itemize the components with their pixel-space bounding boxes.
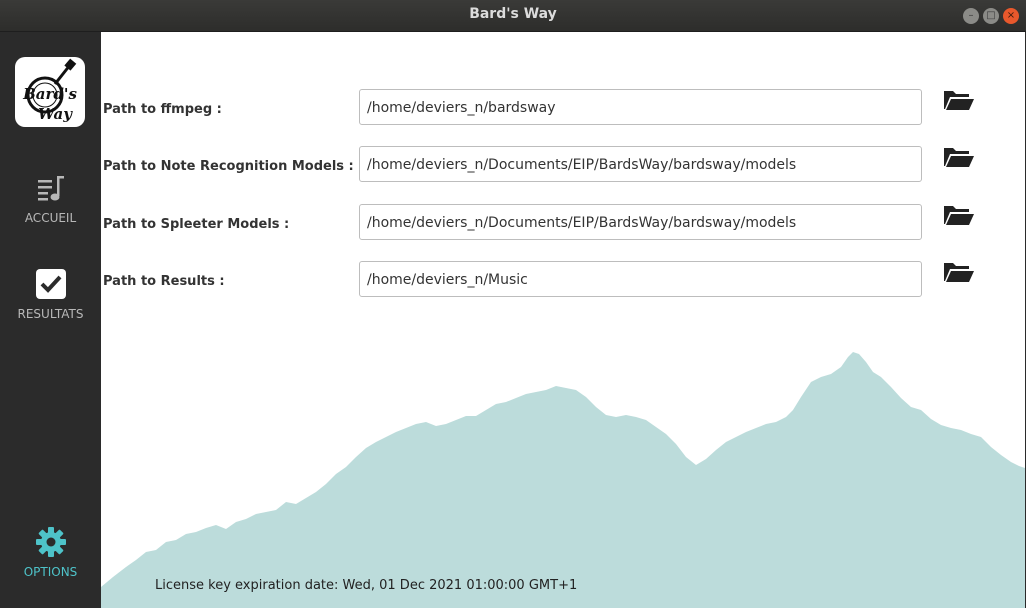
music-list-icon bbox=[37, 176, 64, 201]
svg-text:Bard's: Bard's bbox=[22, 85, 77, 103]
license-expiration-text: License key expiration date: Wed, 01 Dec… bbox=[155, 578, 578, 593]
spleeter-models-path-label: Path to Spleeter Models : bbox=[103, 217, 290, 232]
ffmpeg-browse-button[interactable] bbox=[943, 88, 975, 112]
results-path-label: Path to Results : bbox=[103, 274, 225, 289]
folder-open-icon bbox=[944, 206, 974, 225]
note-models-path-field[interactable]: /home/deviers_n/Documents/EIP/BardsWay/b… bbox=[359, 146, 922, 182]
sidebar-item-label: RESULTATS bbox=[17, 307, 84, 321]
options-panel: Path to ffmpeg : /home/deviers_n/bardswa… bbox=[101, 32, 1025, 608]
mountain-background bbox=[101, 352, 1025, 608]
sidebar-item-label: ACCUEIL bbox=[24, 211, 77, 225]
ffmpeg-path-field[interactable]: /home/deviers_n/bardsway bbox=[359, 89, 922, 125]
title-bar: Bard's Way – □ × bbox=[0, 0, 1026, 32]
gear-icon bbox=[35, 527, 66, 557]
sidebar-item-resultats[interactable]: RESULTATS bbox=[0, 268, 101, 321]
results-browse-button[interactable] bbox=[943, 260, 975, 284]
spleeter-models-path-field[interactable]: /home/deviers_n/Documents/EIP/BardsWay/b… bbox=[359, 204, 922, 240]
close-button[interactable]: × bbox=[1003, 8, 1019, 24]
folder-open-icon bbox=[944, 263, 974, 282]
svg-text:Way: Way bbox=[38, 105, 73, 123]
window-title: Bard's Way bbox=[469, 6, 557, 22]
note-models-browse-button[interactable] bbox=[943, 145, 975, 169]
minimize-button[interactable]: – bbox=[963, 8, 979, 24]
spleeter-models-browse-button[interactable] bbox=[943, 203, 975, 227]
sidebar-item-label: OPTIONS bbox=[23, 565, 78, 579]
folder-open-icon bbox=[944, 91, 974, 110]
note-models-path-label: Path to Note Recognition Models : bbox=[103, 159, 354, 174]
banjo-logo-icon: Bard's Way bbox=[22, 58, 77, 123]
sidebar: Bard's Way ACCUEIL RESULTATS bbox=[0, 32, 101, 608]
folder-open-icon bbox=[944, 148, 974, 167]
results-path-field[interactable]: /home/deviers_n/Music bbox=[359, 261, 922, 297]
ffmpeg-path-label: Path to ffmpeg : bbox=[103, 102, 222, 117]
app-logo: Bard's Way bbox=[15, 57, 85, 127]
sidebar-item-options[interactable]: OPTIONS bbox=[0, 526, 101, 579]
checkbox-icon bbox=[35, 269, 66, 299]
sidebar-item-accueil[interactable]: ACCUEIL bbox=[0, 174, 101, 225]
maximize-button[interactable]: □ bbox=[983, 8, 999, 24]
